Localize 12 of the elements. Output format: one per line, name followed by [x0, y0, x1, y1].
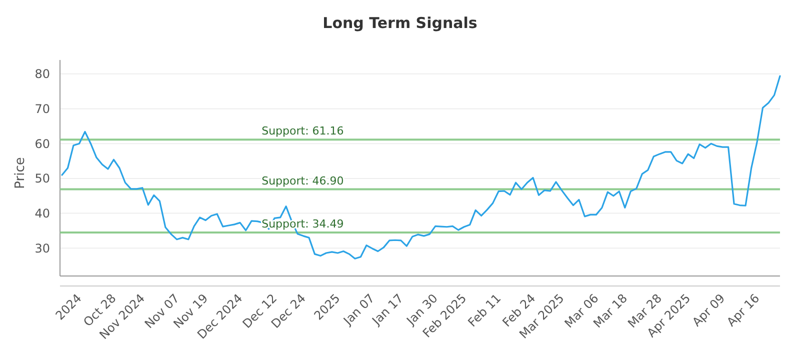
y-axis-title: Price: [13, 157, 28, 189]
y-tick-label: 60: [34, 136, 50, 151]
ref-line-label: Support: 46.90: [262, 174, 344, 188]
x-tick-label: Feb 11: [465, 291, 504, 330]
line-series: [61, 75, 781, 260]
chart-title: Long Term Signals: [322, 14, 478, 32]
y-tick-label: 30: [34, 241, 50, 256]
ref-line-label: Support: 61.16: [262, 124, 344, 138]
y-tick-label: 40: [34, 206, 50, 220]
y-tick-label: 70: [34, 102, 50, 116]
y-tick-label: 80: [34, 67, 50, 82]
y-tick-label: 50: [34, 172, 50, 186]
